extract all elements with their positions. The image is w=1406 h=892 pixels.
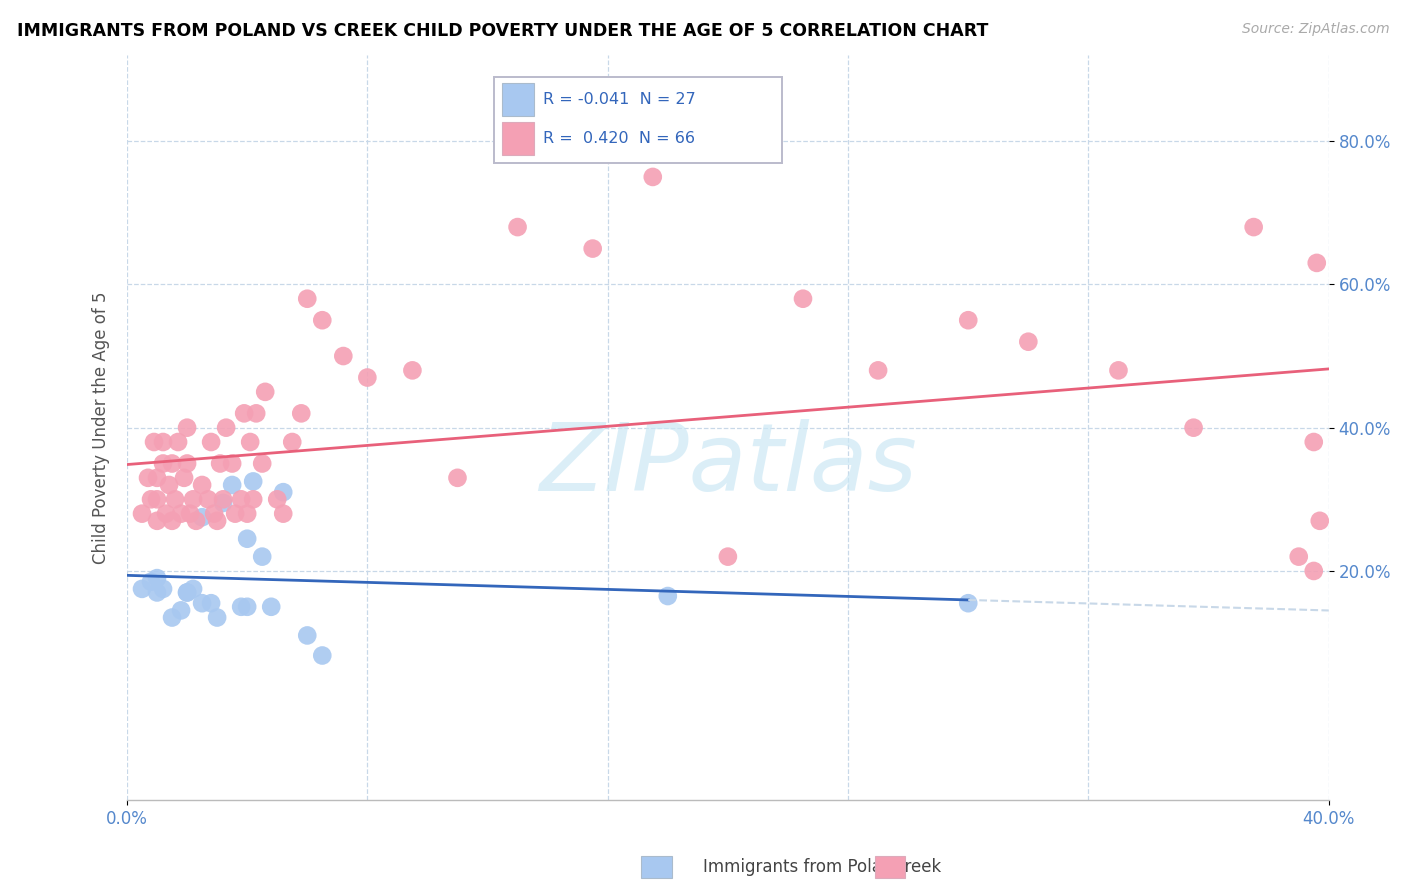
Point [155,507,177,521]
Text: ZIPatlas: ZIPatlas [538,419,917,510]
Point [311,313,333,327]
Point [184,514,207,528]
Point [311,648,333,663]
Point [1306,256,1329,270]
Point [1243,220,1265,235]
Point [271,507,294,521]
Point [143,435,166,450]
Point [139,574,162,589]
Text: Creek: Creek [893,858,941,876]
Point [250,549,273,564]
Point [181,492,204,507]
Point [191,478,214,492]
Point [152,582,174,596]
Point [297,292,319,306]
Point [215,420,238,434]
Y-axis label: Child Poverty Under the Age of 5: Child Poverty Under the Age of 5 [93,292,110,564]
Point [401,363,423,377]
Point [221,457,243,471]
Point [173,471,195,485]
Point [139,492,162,507]
Point [236,532,259,546]
Point [160,610,183,624]
Point [1302,435,1324,450]
Point [1107,363,1129,377]
Point [1309,514,1331,528]
Text: Immigrants from Poland: Immigrants from Poland [703,858,903,876]
Point [236,507,259,521]
Point [717,549,740,564]
Point [332,349,354,363]
Point [205,514,228,528]
Point [271,485,294,500]
Point [179,507,201,521]
Point [170,507,193,521]
Point [297,628,319,642]
Point [254,384,277,399]
Point [792,292,814,306]
Point [1302,564,1324,578]
Point [868,363,890,377]
Point [200,596,222,610]
Point [181,582,204,596]
Point [260,599,283,614]
Text: Source: ZipAtlas.com: Source: ZipAtlas.com [1241,22,1389,37]
Point [176,457,198,471]
Point [160,514,183,528]
Point [136,471,159,485]
Point [202,507,225,521]
Point [957,313,980,327]
Point [221,478,243,492]
Point [446,471,468,485]
Point [176,420,198,434]
Point [176,585,198,599]
Point [231,599,253,614]
Text: IMMIGRANTS FROM POLAND VS CREEK CHILD POVERTY UNDER THE AGE OF 5 CORRELATION CHA: IMMIGRANTS FROM POLAND VS CREEK CHILD PO… [17,22,988,40]
Point [657,589,679,603]
Point [165,492,187,507]
Point [146,585,169,599]
Point [191,510,214,524]
Point [167,435,190,450]
Point [1288,549,1310,564]
Point [170,603,193,617]
Point [212,496,235,510]
Point [131,582,153,596]
Point [582,242,605,256]
Point [242,492,264,507]
Point [176,585,198,599]
Point [146,471,169,485]
Point [212,492,235,507]
Point [356,370,378,384]
Point [191,596,214,610]
Point [290,406,312,420]
Point [250,457,273,471]
Point [641,169,664,184]
Point [157,478,180,492]
Point [242,475,264,489]
Point [236,599,259,614]
Point [245,406,267,420]
Point [281,435,304,450]
Point [506,220,529,235]
Point [131,507,153,521]
Point [152,457,174,471]
Point [200,435,222,450]
Point [239,435,262,450]
Point [1017,334,1039,349]
Point [224,507,246,521]
Point [233,406,256,420]
Point [209,457,232,471]
Point [197,492,219,507]
Point [266,492,288,507]
Point [152,435,174,450]
Point [957,596,980,610]
Point [205,610,228,624]
Point [146,514,169,528]
Point [231,492,253,507]
Point [146,571,169,585]
Point [146,492,169,507]
Point [160,457,183,471]
Point [1182,420,1205,434]
